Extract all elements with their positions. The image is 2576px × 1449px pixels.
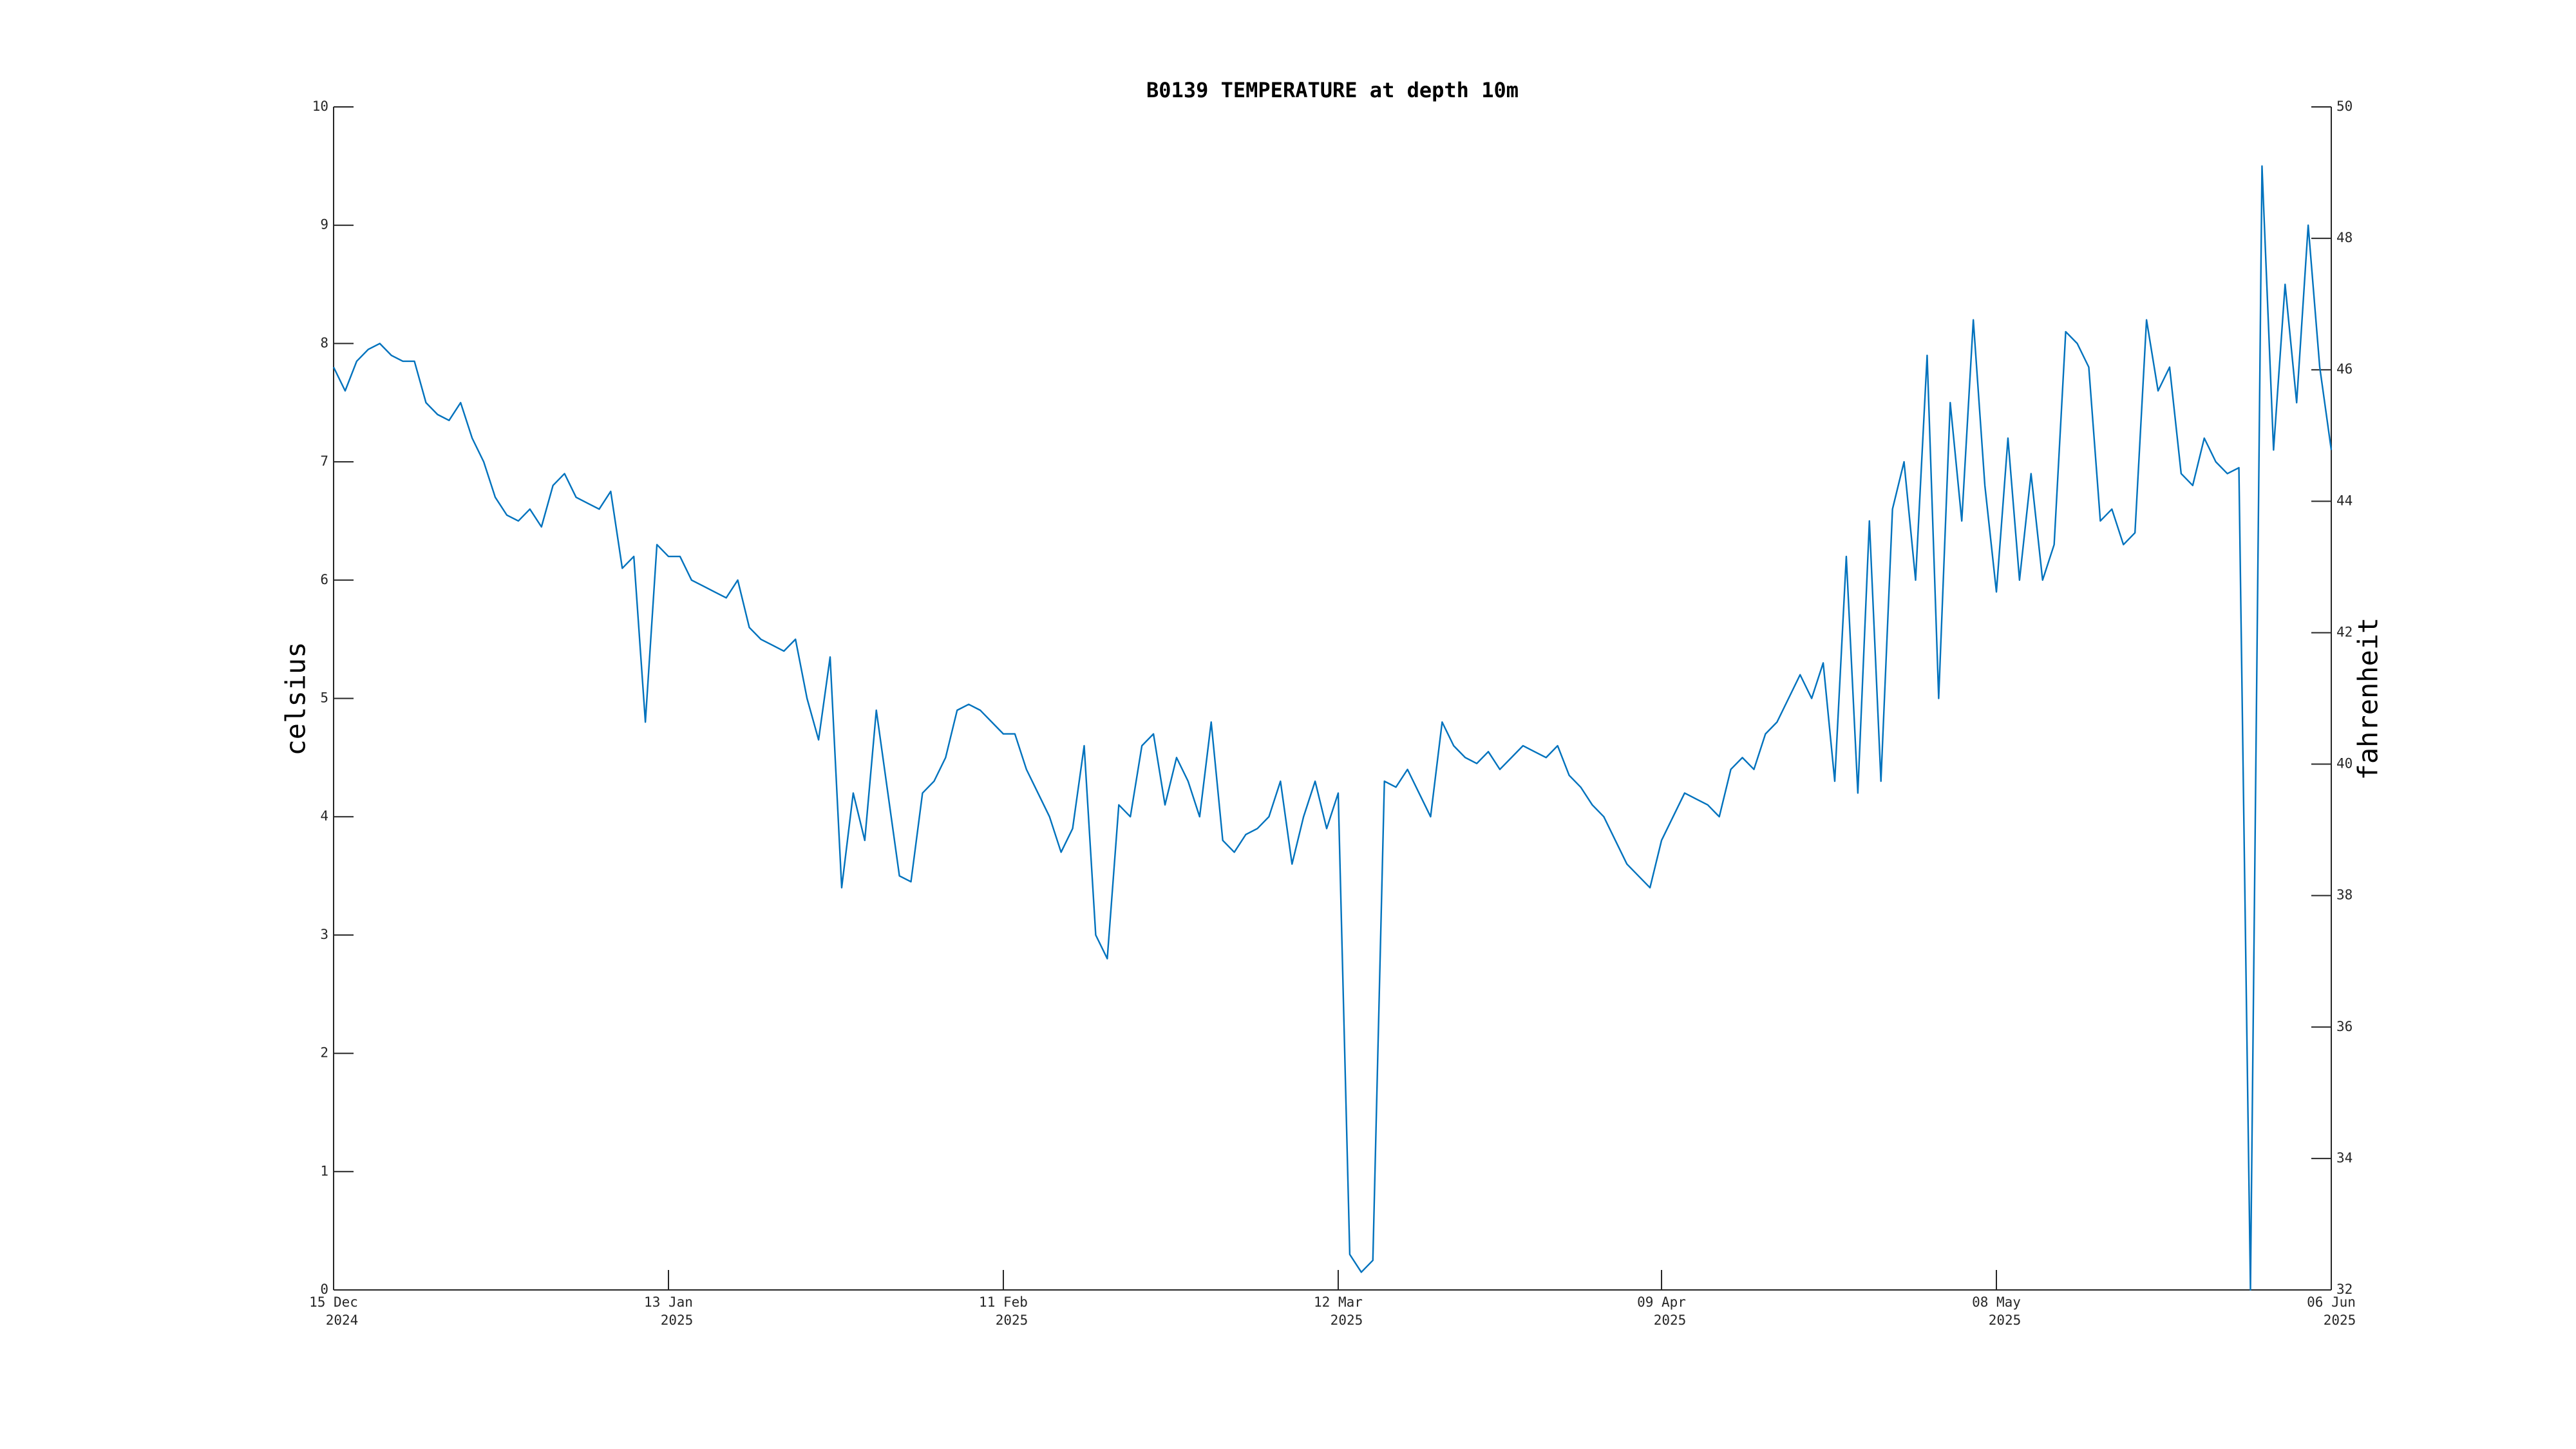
y2-tick-label: 48 bbox=[2336, 230, 2353, 245]
y-tick-label: 1 bbox=[320, 1163, 328, 1179]
y-axis-label: celsius bbox=[280, 641, 312, 755]
y2-tick-label: 34 bbox=[2336, 1150, 2353, 1166]
y-tick-label: 2 bbox=[320, 1045, 328, 1061]
y2-tick-label: 40 bbox=[2336, 756, 2353, 772]
y2-tick-label: 44 bbox=[2336, 493, 2353, 508]
y-tick-label: 9 bbox=[320, 217, 328, 232]
x-tick-label: 2025 bbox=[1989, 1312, 2022, 1328]
chart-title: B0139 TEMPERATURE at depth 10m bbox=[1146, 78, 1519, 102]
y2-tick-label: 46 bbox=[2336, 361, 2353, 377]
x-tick-label: 2025 bbox=[1331, 1312, 1363, 1328]
x-tick-label: 12 Mar bbox=[1314, 1294, 1363, 1310]
x-tick-label: 11 Feb bbox=[979, 1294, 1028, 1310]
x-tick-label: 09 Apr bbox=[1637, 1294, 1686, 1310]
x-tick-label: 2025 bbox=[2324, 1312, 2356, 1328]
temperature-line bbox=[332, 165, 2333, 1291]
y-tick-label: 8 bbox=[320, 335, 328, 350]
y-tick-label: 6 bbox=[320, 572, 328, 587]
y2-axis-label: fahrenheit bbox=[2353, 618, 2384, 781]
x-tick-label: 08 May bbox=[1972, 1294, 2021, 1310]
x-tick-label: 2024 bbox=[326, 1312, 359, 1328]
y-tick-label: 7 bbox=[320, 453, 328, 469]
y2-tick-label: 42 bbox=[2336, 624, 2353, 639]
x-tick-label: 13 Jan bbox=[644, 1294, 693, 1310]
y-tick-label: 0 bbox=[320, 1282, 328, 1297]
y-tick-label: 10 bbox=[312, 99, 328, 114]
x-tick-label: 2025 bbox=[661, 1312, 694, 1328]
y-tick-label: 5 bbox=[320, 690, 328, 706]
y2-tick-label: 38 bbox=[2336, 887, 2353, 903]
y-tick-label: 4 bbox=[320, 808, 328, 824]
x-tick-label: 2025 bbox=[1654, 1312, 1687, 1328]
y2-tick-label: 32 bbox=[2336, 1282, 2353, 1297]
x-tick-label: 06 Jun bbox=[2307, 1294, 2356, 1310]
x-tick-label: 2025 bbox=[996, 1312, 1028, 1328]
x-tick-label: 15 Dec bbox=[309, 1294, 358, 1310]
y2-tick-label: 50 bbox=[2336, 99, 2353, 114]
y-tick-label: 3 bbox=[320, 927, 328, 942]
y2-tick-label: 36 bbox=[2336, 1019, 2353, 1034]
